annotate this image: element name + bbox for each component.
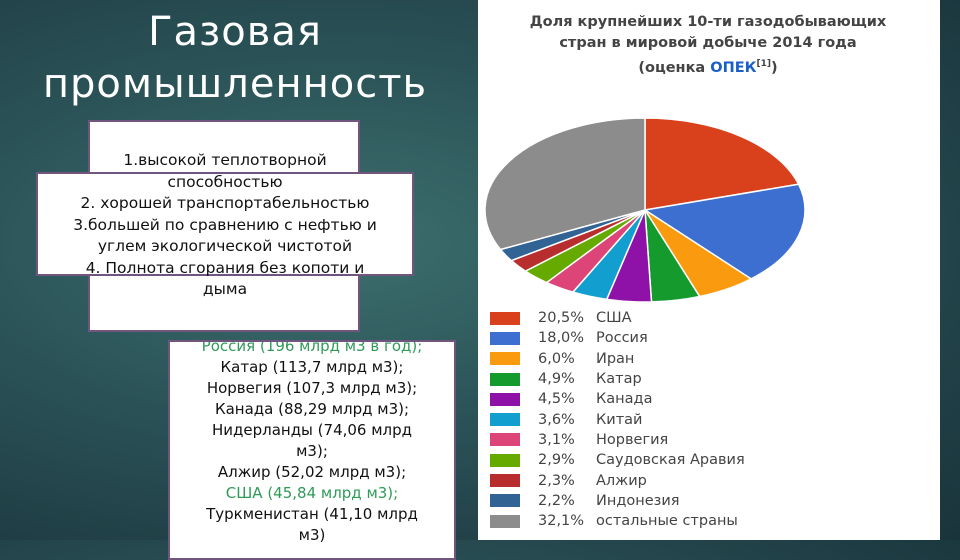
property-line: 3.большей по сравнению с нефтью и xyxy=(73,215,377,234)
chart-legend: 20,5% США 18,0% Россия 6,0% Иран 4,9% Катар 4,5%… xyxy=(490,308,745,531)
legend-item: 4,5% Канада xyxy=(490,389,745,409)
producer-line: Туркменистан (41,10 млрд xyxy=(206,505,418,523)
legend-percent: 20,5% xyxy=(538,310,585,327)
legend-swatch xyxy=(490,352,520,366)
chart-title-line-1: Доля крупнейших 10-ти газодобывающих xyxy=(529,14,887,30)
legend-label: Иран xyxy=(596,350,635,367)
chart-title-line-3: (оценка ОПЕК[1]) xyxy=(488,54,928,79)
properties-box-fill xyxy=(90,174,358,274)
property-line: 1.высокой теплотворной xyxy=(123,151,327,169)
legend-percent: 2,9% xyxy=(538,452,575,469)
legend-item: 6,0% Иран xyxy=(490,349,745,369)
legend-percent: 2,3% xyxy=(538,472,575,489)
property-line: дыма xyxy=(202,280,248,298)
producers-box: Россия (196 млрд м3 в год); Катар (113,7… xyxy=(168,340,456,560)
producer-line: Нидерланды (74,06 млрд xyxy=(211,421,413,439)
legend-percent: 6,0% xyxy=(538,350,575,367)
legend-label: Катар xyxy=(596,371,642,388)
legend-swatch xyxy=(490,433,520,447)
slide-title-line-1: Газовая xyxy=(148,9,322,55)
slide-title-line-2: промышленность xyxy=(42,61,428,107)
legend-label: Норвегия xyxy=(596,431,669,448)
legend-item: 20,5% США xyxy=(490,308,745,328)
legend-item: 2,3% Алжир xyxy=(490,470,745,490)
legend-item: 32,1% остальные страны xyxy=(490,511,745,531)
legend-swatch xyxy=(490,311,520,325)
legend-label: остальные страны xyxy=(596,513,738,530)
legend-swatch xyxy=(490,514,520,528)
legend-percent: 2,2% xyxy=(538,492,575,509)
legend-swatch xyxy=(490,331,520,345)
property-line: способностью xyxy=(167,172,283,191)
legend-item: 2,9% Саудовская Аравия xyxy=(490,450,745,470)
legend-item: 3,6% Китай xyxy=(490,409,745,429)
legend-swatch xyxy=(490,474,520,488)
properties-text: 1.высокой теплотворной способностью 2. х… xyxy=(38,150,412,301)
producer-line-partial: Россия (196 млрд м3 в год); xyxy=(201,340,423,355)
pie-chart xyxy=(484,117,806,303)
producer-line: Катар (113,7 млрд м3); xyxy=(220,358,404,376)
legend-swatch xyxy=(490,413,520,427)
chart-title-prefix: (оценка xyxy=(638,59,711,76)
legend-label: Индонезия xyxy=(596,492,680,509)
pie-slice xyxy=(642,183,806,280)
chart-title-line-2: стран в мировой добыче 2014 года xyxy=(559,35,857,51)
legend-percent: 3,6% xyxy=(538,411,575,428)
legend-item: 3,1% Норвегия xyxy=(490,430,745,450)
property-line: 4. Полнота сгорания без копоти и xyxy=(85,258,365,277)
producer-line: м3) xyxy=(298,526,326,544)
producer-line-highlight: США (45,84 млрд м3); xyxy=(225,484,399,502)
chart-panel: Доля крупнейших 10-ти газодобывающих стр… xyxy=(478,0,940,540)
slide-title: Газовая промышленность xyxy=(20,6,450,110)
legend-label: Россия xyxy=(596,330,648,347)
legend-percent: 3,1% xyxy=(538,431,575,448)
pie-slice xyxy=(484,117,646,251)
producer-line: Норвегия (107,3 млрд м3); xyxy=(206,379,418,397)
legend-item: 4,9% Катар xyxy=(490,369,745,389)
legend-percent: 18,0% xyxy=(538,330,585,347)
legend-swatch xyxy=(490,392,520,406)
property-line: 2. хорошей транспортабельностью xyxy=(80,194,370,212)
reference-mark[interactable]: [1] xyxy=(756,59,771,69)
producer-line: м3); xyxy=(296,442,328,460)
legend-percent: 32,1% xyxy=(538,513,585,530)
legend-label: Канада xyxy=(596,391,653,408)
legend-item: 2,2% Индонезия xyxy=(490,491,745,511)
chart-title-suffix: ) xyxy=(770,59,778,76)
legend-swatch xyxy=(490,372,520,386)
legend-swatch xyxy=(490,494,520,508)
legend-label: Алжир xyxy=(596,472,647,489)
legend-percent: 4,9% xyxy=(538,371,575,388)
legend-percent: 4,5% xyxy=(538,391,575,408)
property-line: углем экологической чистотой xyxy=(97,237,353,255)
chart-title: Доля крупнейших 10-ти газодобывающих стр… xyxy=(488,12,928,79)
pie-slice xyxy=(644,117,800,211)
legend-label: Саудовская Аравия xyxy=(596,452,745,469)
legend-swatch xyxy=(490,453,520,467)
legend-label: Китай xyxy=(596,411,643,428)
opec-link[interactable]: ОПЕК xyxy=(710,59,757,76)
producer-line: Алжир (52,02 млрд м3); xyxy=(217,463,407,481)
legend-item: 18,0% Россия xyxy=(490,328,745,348)
producer-line: Канада (88,29 млрд м3); xyxy=(214,400,410,418)
legend-label: США xyxy=(596,310,632,327)
